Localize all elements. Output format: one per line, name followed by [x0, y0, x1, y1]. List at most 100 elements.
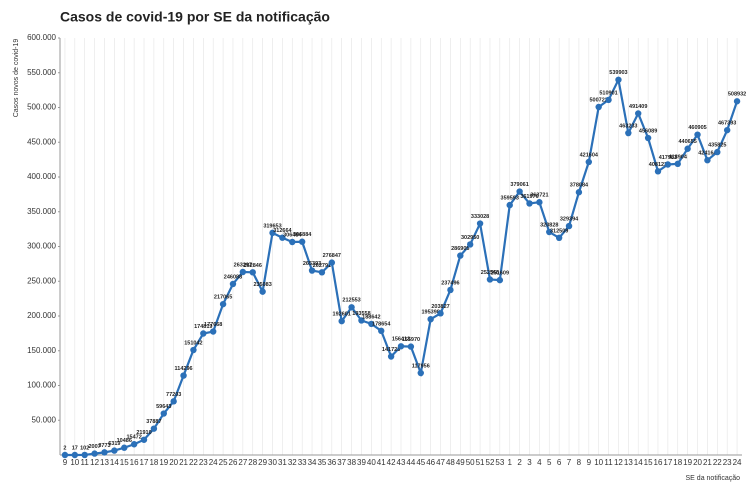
data-point	[289, 238, 296, 246]
x-tick-label: 25	[219, 458, 228, 467]
data-label: 363721	[530, 193, 548, 199]
x-tick-label: 20	[693, 458, 702, 467]
data-label: 141723	[382, 347, 400, 353]
data-label: 237496	[441, 280, 459, 286]
data-point	[536, 199, 543, 206]
y-tick-label: 300.000	[27, 242, 56, 251]
data-point	[239, 268, 247, 276]
x-tick-label: 33	[298, 458, 307, 467]
data-point	[516, 188, 523, 195]
data-label: 463233	[619, 124, 637, 130]
data-point	[466, 241, 474, 248]
data-label: 302950	[461, 235, 479, 241]
data-label: 156413	[392, 337, 410, 343]
data-point	[684, 145, 691, 152]
data-point	[496, 276, 504, 284]
data-point	[546, 228, 553, 236]
data-point	[437, 310, 444, 317]
x-tick-label: 3	[527, 458, 532, 467]
x-tick-label: 14	[110, 458, 119, 467]
x-tick-label: 50	[466, 458, 475, 467]
x-tick-label: 49	[456, 458, 465, 467]
data-label: 37887	[146, 419, 161, 425]
data-point	[457, 252, 464, 259]
x-tick-label: 51	[476, 458, 485, 467]
x-tick-label: 18	[673, 458, 682, 467]
x-tick-label: 24	[209, 458, 218, 467]
data-label: 178654	[372, 321, 391, 327]
data-point	[269, 229, 276, 237]
data-label: 320828	[540, 222, 558, 228]
data-point	[526, 200, 533, 207]
x-tick-label: 22	[189, 458, 198, 467]
data-label: 2007	[88, 444, 100, 450]
data-label: 417983	[659, 155, 677, 161]
data-label: 193558	[352, 311, 370, 317]
data-label: 6319	[108, 441, 120, 447]
y-tick-label: 50.000	[32, 415, 57, 424]
data-label: 456089	[639, 128, 657, 134]
data-point	[605, 96, 612, 104]
data-point	[664, 161, 672, 168]
data-point	[733, 98, 741, 105]
data-label: 418904	[669, 154, 688, 160]
data-label: 2	[63, 445, 66, 451]
x-tick-label: 24	[733, 458, 742, 467]
x-tick-label: 37	[337, 458, 346, 467]
data-point	[506, 201, 513, 209]
data-point	[180, 372, 187, 379]
y-tick-label: 250.000	[27, 276, 56, 285]
data-label: 262846	[244, 263, 262, 269]
data-label: 306884	[293, 232, 312, 238]
data-point	[555, 234, 563, 242]
data-point	[625, 129, 632, 137]
data-point	[219, 300, 227, 308]
data-point	[101, 449, 108, 456]
data-label: 312664	[273, 228, 292, 234]
x-tick-label: 52	[486, 458, 495, 467]
x-tick-label: 10	[70, 458, 79, 467]
x-tick-label: 31	[278, 458, 287, 467]
data-label: 306484	[283, 232, 302, 238]
data-label: 510901	[599, 90, 617, 96]
data-label: 508932	[728, 92, 746, 98]
data-point	[387, 353, 395, 360]
data-point	[654, 168, 662, 175]
x-tick-label: 21	[703, 458, 712, 467]
data-label: 155970	[402, 337, 420, 343]
x-tick-label: 16	[654, 458, 663, 467]
data-label: 252566	[481, 270, 499, 276]
data-label: 251609	[491, 271, 509, 277]
data-point	[190, 346, 197, 354]
data-point	[150, 425, 158, 432]
y-tick-label: 600.000	[27, 33, 56, 42]
x-tick-label: 17	[663, 458, 672, 467]
data-label: 10486	[117, 438, 132, 444]
x-tick-label: 26	[229, 458, 238, 467]
data-point	[121, 444, 128, 451]
data-point	[170, 398, 177, 405]
x-tick-label: 29	[258, 458, 267, 467]
data-point	[130, 441, 138, 448]
x-tick-label: 18	[149, 458, 158, 467]
x-tick-label: 47	[436, 458, 445, 467]
data-label: 378084	[570, 183, 589, 189]
data-point	[91, 450, 98, 457]
x-tick-label: 11	[604, 458, 613, 467]
x-tick-label: 12	[614, 458, 623, 467]
data-label: 102	[80, 445, 89, 451]
x-tick-label: 48	[446, 458, 455, 467]
data-label: 174819	[194, 324, 212, 330]
data-point	[615, 76, 622, 83]
x-tick-label: 42	[387, 458, 396, 467]
data-label: 117956	[412, 363, 430, 369]
x-tick-label: 10	[594, 458, 603, 467]
chart-title: Casos de covid-19 por SE da notificação	[60, 9, 330, 25]
x-tick-label: 8	[577, 458, 582, 467]
data-label: 212553	[342, 298, 360, 304]
data-point	[635, 110, 642, 117]
data-point	[298, 238, 306, 245]
x-tick-label: 27	[238, 458, 247, 467]
data-point	[160, 410, 167, 417]
data-label: 265393	[303, 261, 321, 267]
